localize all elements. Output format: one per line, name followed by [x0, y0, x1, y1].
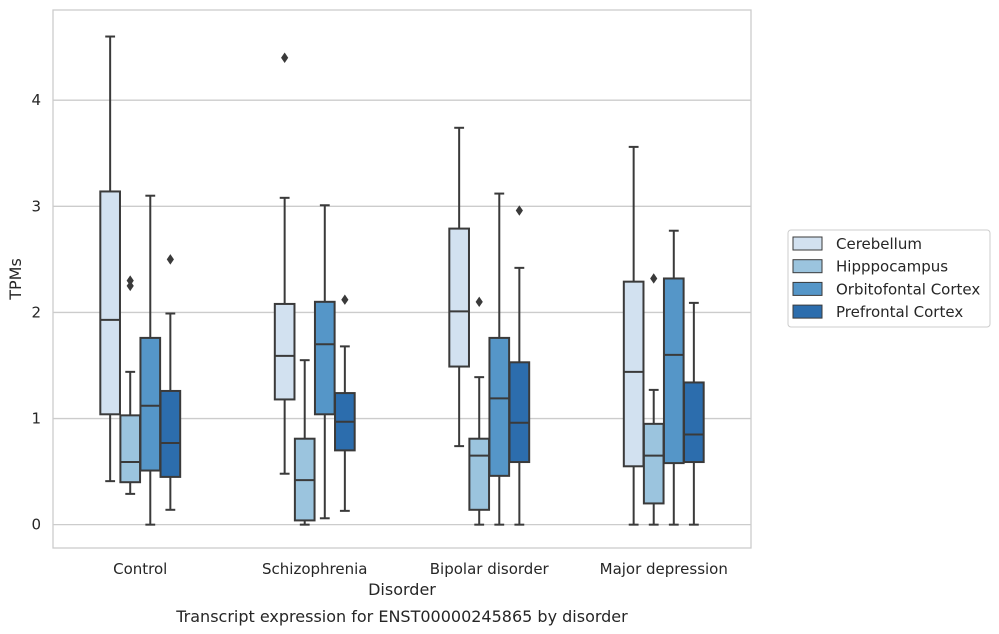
box-hipppocampus: [642, 273, 665, 526]
legend-label: Orbitofontal Cortex: [836, 280, 980, 298]
outlier-point: [126, 280, 134, 292]
outlier-point: [166, 254, 174, 265]
box-orbitofontal-cortex: [662, 229, 685, 526]
box-hipppocampus: [293, 359, 316, 526]
box-prefrontal-cortex: [159, 254, 182, 511]
y-tick-label: 3: [31, 197, 41, 215]
chart-caption: Transcript expression for ENST0000024586…: [175, 607, 628, 626]
legend-label: Prefrontal Cortex: [836, 303, 963, 321]
legend-swatch: [792, 304, 823, 319]
plot-frame: [52, 9, 752, 549]
iqr-box: [622, 280, 645, 468]
iqr-box: [273, 302, 296, 401]
x-tick-label: Bipolar disorder: [430, 560, 550, 578]
box-cerebellum: [448, 126, 470, 448]
x-tick-label: Schizophrenia: [262, 560, 367, 578]
iqr-box: [683, 381, 705, 464]
x-axis-title: Disorder: [368, 580, 436, 599]
box-groups: [99, 35, 705, 526]
iqr-box: [119, 414, 142, 484]
legend-label: Cerebellum: [836, 235, 922, 253]
y-axis-title: TPMs: [6, 258, 25, 301]
box-cerebellum: [622, 145, 645, 526]
iqr-box: [662, 277, 685, 465]
box-prefrontal-cortex: [683, 301, 705, 526]
outlier-point: [341, 294, 349, 305]
iqr-box: [139, 336, 162, 472]
box-prefrontal-cortex: [334, 294, 356, 512]
y-tick-label: 1: [31, 410, 41, 428]
iqr-box: [642, 422, 665, 505]
y-tick-label: 0: [31, 516, 41, 534]
x-tick-label: Major depression: [600, 560, 728, 578]
box-orbitofontal-cortex: [488, 192, 511, 526]
y-axis-ticks: 0 1 2 3 4: [31, 91, 41, 533]
box-cerebellum: [99, 35, 121, 483]
iqr-box: [508, 361, 531, 464]
outlier-point: [650, 273, 658, 284]
iqr-box: [488, 336, 511, 477]
x-axis-ticks: Control Schizophrenia Bipolar disorder Majo…: [113, 560, 728, 578]
legend-swatch: [792, 236, 823, 251]
outlier-point: [475, 296, 483, 308]
box-orbitofontal-cortex: [313, 204, 336, 520]
legend-swatch: [792, 281, 823, 296]
x-tick-label: Control: [113, 560, 167, 578]
iqr-box: [99, 190, 121, 416]
y-tick-label: 4: [31, 91, 41, 109]
iqr-box: [313, 300, 336, 416]
box-cerebellum: [273, 52, 296, 475]
y-tick-label: 2: [31, 303, 41, 321]
iqr-box: [159, 389, 182, 478]
legend-label: Hipppocampus: [836, 258, 948, 276]
outlier-point: [126, 275, 134, 286]
iqr-box: [468, 437, 491, 511]
outlier-point: [281, 52, 289, 63]
iqr-box: [448, 227, 470, 368]
box-prefrontal-cortex: [508, 205, 531, 526]
box-hipppocampus: [468, 296, 491, 526]
legend-frame: [787, 229, 991, 328]
legend: Cerebellum Hipppocampus Orbitofontal Corte…: [787, 229, 991, 328]
legend-swatch: [792, 259, 823, 274]
outlier-point: [515, 205, 523, 216]
box-orbitofontal-cortex: [139, 194, 162, 526]
